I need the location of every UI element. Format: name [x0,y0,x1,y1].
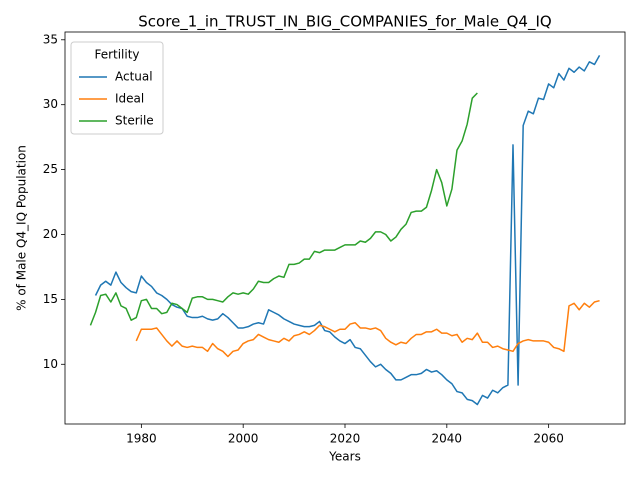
x-tick-label: 2020 [330,432,361,446]
series-line [94,54,601,406]
x-tick-label: 2040 [432,432,463,446]
x-tick-label: 2000 [228,432,259,446]
x-tick-label: 2060 [533,432,564,446]
y-tick-label: 25 [43,162,58,176]
y-tick-label: 20 [43,227,58,241]
legend-label: Ideal [115,92,144,106]
x-tick-label: 1980 [126,432,157,446]
y-tick-label: 15 [43,292,58,306]
series-line [89,92,478,326]
legend-label: Sterile [115,114,154,128]
legend-box [70,41,164,135]
legend-label: Actual [115,70,153,84]
plot-frame [64,31,626,425]
chart-title: Score_1_in_TRUST_IN_BIG_COMPANIES_for_Ma… [138,13,551,32]
x-axis-label: Years [328,450,361,464]
legend-title: Fertility [94,48,139,62]
y-axis-label: % of Male Q4_IQ Population [15,145,29,311]
y-tick-label: 10 [43,357,58,371]
legend: Fertility Actual Ideal Sterile [70,41,164,135]
series-line [135,299,600,358]
y-tick-label: 30 [43,97,58,111]
y-tick-label: 35 [43,32,58,46]
